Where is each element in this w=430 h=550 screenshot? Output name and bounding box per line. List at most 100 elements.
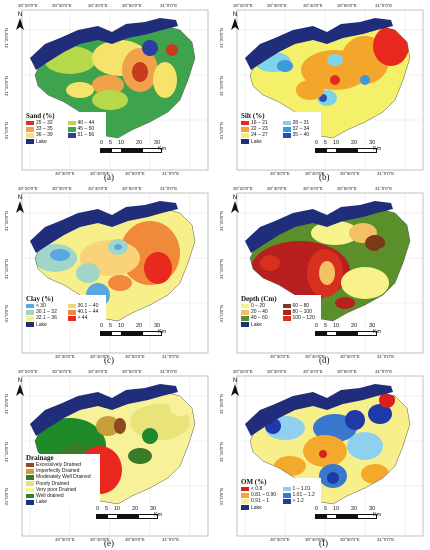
map-panel: 30°20'0"E 30°30'0"E 30°40'0"E 30°50'0"E 31°0… <box>0 366 215 549</box>
longitude-tick-bottom: 30°40'0"E <box>305 537 325 542</box>
legend-items: 25 – 32 40 – 44 33 – 35 45 – 50 36 – 39 51 – … <box>26 120 106 145</box>
legend-label: 100 – 120 <box>292 315 315 322</box>
longitude-tick-bottom: 30°50'0"E <box>125 537 145 542</box>
north-arrow: N <box>16 378 24 398</box>
zone-blob <box>296 80 324 100</box>
longitude-tick-top: 30°50'0"E <box>337 3 357 8</box>
panel-caption: (f) <box>319 538 328 548</box>
longitude-tick-bottom: 31°0'0"E <box>162 171 180 176</box>
scale-segment <box>357 514 377 519</box>
legend-items: 0 – 20 60 – 80 20 – 40 80 – 100 40 – 60 100 –… <box>241 303 321 328</box>
legend-item: Lake <box>241 322 280 328</box>
longitude-tick-bottom: 31°0'0"E <box>162 354 180 359</box>
scale-label: 20 <box>351 323 358 329</box>
scale-segments <box>315 148 395 153</box>
scale-unit: Km <box>154 512 163 518</box>
longitude-tick-bottom: 31°0'0"E <box>162 537 180 542</box>
north-arrow: N <box>16 12 24 32</box>
longitude-tick-top: 30°30'0"E <box>267 186 287 191</box>
latitude-tick: 31°0'0"N <box>219 488 224 506</box>
legend-item: Lake <box>241 505 280 511</box>
zone-blob <box>50 249 70 261</box>
legend-items: < 0.8 1 – 1.01 0.81 – 0.90 1.01 – 1.2 0.91 –… <box>241 486 321 511</box>
longitude-tick-top: 30°30'0"E <box>52 369 72 374</box>
legend-label: < 30 <box>36 303 46 309</box>
scale-bar: 0 5 10 20 30 Km <box>315 323 395 336</box>
legend-item: 1 – 1.01 <box>282 486 322 492</box>
legend-label: > 1.2 <box>292 498 304 505</box>
legend-swatch <box>67 316 76 321</box>
legend-swatch <box>241 127 249 132</box>
legend-label: 32 – 34 <box>292 126 310 133</box>
scale-segment <box>337 148 357 153</box>
latitude-tick: 31°20'0"N <box>219 394 224 415</box>
zone-blob <box>92 75 124 95</box>
longitude-tick-bottom: 30°40'0"E <box>305 171 325 176</box>
map-canvas <box>21 9 209 171</box>
scale-segment <box>100 331 111 336</box>
legend-label: Moderately Well Drained <box>36 474 91 481</box>
longitude-tick-bottom: 30°30'0"E <box>55 171 75 176</box>
legend-item: Well drained <box>26 493 100 499</box>
scale-bar: 0 5 10 20 30 Km <box>100 140 180 153</box>
longitude-tick-top: 30°40'0"E <box>303 186 323 191</box>
legend-item: < 30 <box>26 303 65 309</box>
zone-blob <box>327 54 343 66</box>
legend-label: Lake <box>36 321 47 328</box>
legend-swatch <box>241 505 249 510</box>
legend-label: 20 – 40 <box>251 309 268 316</box>
legend-swatch <box>67 120 76 126</box>
scale-label: 20 <box>136 140 143 146</box>
north-arrow: N <box>16 195 24 215</box>
north-arrow-icon <box>16 384 24 396</box>
zone-blob <box>375 247 395 267</box>
scale-segment <box>142 331 162 336</box>
latitude-tick: 31°20'0"N <box>219 28 224 49</box>
longitude-tick-bottom: 30°30'0"E <box>270 537 290 542</box>
scale-segment <box>100 148 111 153</box>
scale-label: 0 <box>96 506 100 512</box>
longitude-tick-top: 30°50'0"E <box>337 369 357 374</box>
scale-segment <box>142 148 162 153</box>
latitude-tick: 31°20'0"N <box>4 394 9 415</box>
scale-segment <box>337 331 357 336</box>
scale-segment <box>96 514 107 519</box>
legend-label: Lake <box>36 138 47 145</box>
legend-item: 40.1 – 44 <box>67 309 107 315</box>
zone-blob <box>92 90 128 110</box>
legend-item: Very poor Drained <box>26 487 100 493</box>
longitude-tick-top: 30°20'0"E <box>233 3 253 8</box>
lake-shape <box>30 384 178 436</box>
legend-item: Lake <box>26 139 65 145</box>
longitude-tick-top: 30°20'0"E <box>18 369 38 374</box>
legend-item: 45 – 50 <box>67 126 107 132</box>
legend-label: Well drained <box>36 493 64 500</box>
map-legend: OM (%) < 0.8 1 – 1.01 0.81 – 0.90 1.01 – 1.2… <box>241 478 321 511</box>
legend-item: 36.1 – 40 <box>67 303 107 309</box>
legend-item: 40 – 60 <box>241 315 280 321</box>
legend-swatch <box>241 139 249 144</box>
latitude-tick: 31°0'0"N <box>4 488 9 506</box>
legend-label: 0.91 – 1 <box>251 498 270 505</box>
scale-labels: 0 5 10 20 30 <box>100 323 180 330</box>
zone-blob <box>330 75 340 85</box>
latitude-tick: 31°0'0"N <box>219 305 224 323</box>
legend-item: 0.81 – 0.90 <box>241 492 280 498</box>
scale-segment <box>337 514 357 519</box>
longitude-tick-bottom: 30°50'0"E <box>340 354 360 359</box>
legend-item: < 0.8 <box>241 486 280 492</box>
map-frame <box>236 375 424 537</box>
interpolated-surface <box>250 392 410 504</box>
legend-label: 1.01 – 1.2 <box>292 492 315 499</box>
north-arrow-icon <box>16 18 24 30</box>
north-label: N <box>232 195 238 201</box>
map-panel: 30°20'0"E 30°30'0"E 30°40'0"E 30°50'0"E 31°0… <box>215 183 430 366</box>
scale-segment <box>315 331 326 336</box>
legend-swatch <box>241 486 249 492</box>
latitude-tick: 31°10'0"N <box>219 76 224 97</box>
map-canvas <box>236 9 424 171</box>
zone-blob <box>373 26 409 66</box>
legend-swatch <box>26 487 34 493</box>
longitude-tick-top: 31°0'0"E <box>375 369 393 374</box>
scale-bar: 0 5 10 20 30 Km <box>315 140 395 153</box>
